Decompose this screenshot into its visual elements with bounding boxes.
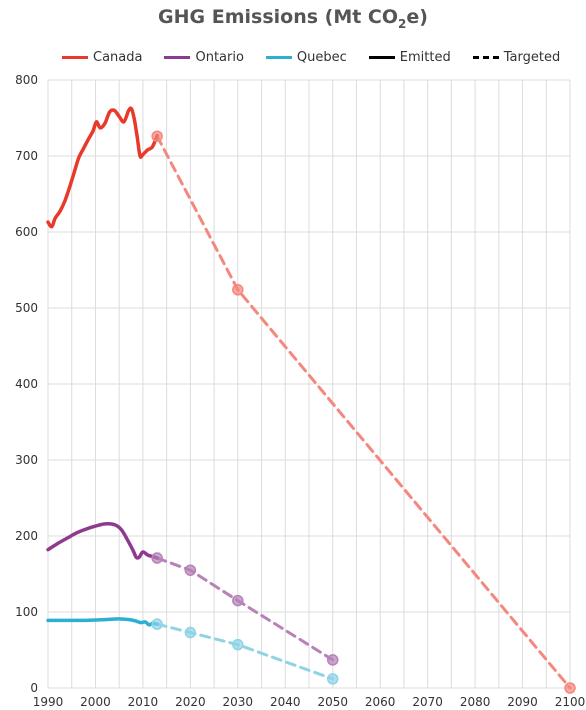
x-tick-label: 2100 [555, 695, 586, 709]
targeted-line-quebec [155, 622, 335, 681]
legend: Canada Ontario Quebec Emitted Targeted [62, 47, 582, 67]
legend-item-emitted: Emitted [368, 49, 451, 65]
x-tick-label: 2050 [317, 695, 348, 709]
x-tick-label: 2090 [507, 695, 538, 709]
legend-item-quebec: Quebec [265, 49, 347, 65]
target-point-quebec [326, 673, 339, 685]
legend-item-canada: Canada [62, 50, 142, 65]
x-tick-label: 2080 [460, 695, 491, 709]
y-tick-label: 800 [15, 73, 38, 87]
target-point-ontario [151, 552, 163, 564]
targeted-line-ontario [155, 556, 335, 662]
x-tick-label: 2010 [128, 695, 159, 709]
targeted-line-canada [155, 134, 572, 690]
chart-title-suffix: e) [406, 6, 428, 28]
legend-swatch-emitted [368, 55, 395, 59]
chart-title-subscript: 2 [398, 16, 407, 31]
target-point-ontario [184, 564, 197, 576]
x-tick-label: 2060 [365, 695, 396, 709]
y-tick-label: 600 [15, 225, 38, 239]
legend-label-quebec: Quebec [296, 49, 347, 65]
legend-item-ontario: Ontario [164, 49, 244, 65]
legend-swatch-quebec [265, 55, 292, 59]
y-tick-label: 100 [15, 605, 38, 619]
target-point-quebec [184, 626, 197, 639]
x-tick-label: 1990 [33, 695, 64, 709]
x-tick-label: 2070 [412, 695, 443, 709]
legend-swatch-targeted [472, 55, 499, 59]
target-point-quebec [232, 638, 244, 651]
target-point-canada [232, 284, 244, 296]
target-point-quebec [151, 618, 163, 630]
chart-title: GHG Emissions (Mt CO2e) [0, 6, 586, 31]
x-tick-label: 2030 [223, 695, 254, 709]
emitted-line-ontario [46, 521, 159, 560]
chart-title-text: GHG Emissions (Mt CO [158, 6, 399, 28]
target-point-ontario [326, 654, 339, 666]
legend-item-targeted: Targeted [472, 49, 561, 65]
y-tick-label: 700 [15, 149, 38, 163]
y-tick-label: 300 [15, 453, 38, 467]
x-tick-label: 2020 [175, 695, 206, 709]
y-tick-label: 500 [15, 301, 38, 315]
legend-label-ontario: Ontario [195, 49, 244, 65]
x-tick-label: 2000 [80, 695, 111, 709]
legend-label-targeted: Targeted [503, 49, 561, 65]
target-point-ontario [232, 594, 244, 607]
target-point-canada [564, 682, 576, 694]
emitted-line-canada [46, 106, 159, 229]
legend-label-canada: Canada [93, 49, 143, 65]
legend-swatch-ontario [164, 55, 191, 59]
emitted-line-quebec [46, 617, 159, 627]
target-point-canada [151, 130, 163, 142]
y-tick-label: 400 [15, 377, 38, 391]
y-tick-label: 0 [30, 681, 38, 695]
x-tick-label: 2040 [270, 695, 301, 709]
y-tick-label: 200 [15, 529, 38, 543]
legend-label-emitted: Emitted [399, 49, 451, 65]
legend-swatch-canada [62, 55, 88, 59]
